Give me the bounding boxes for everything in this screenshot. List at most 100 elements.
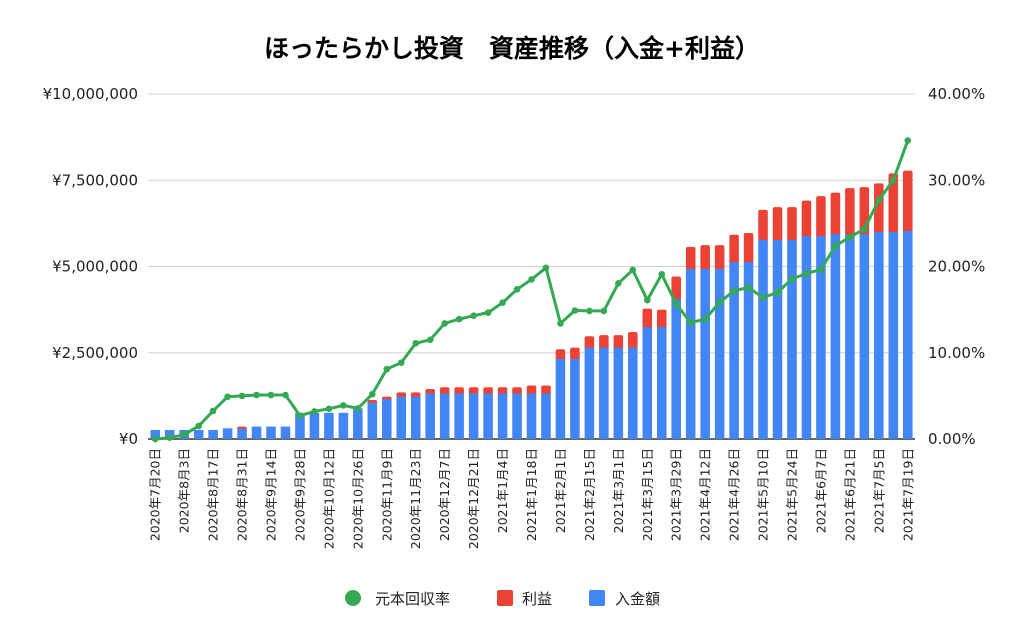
- deposit-bar: [787, 239, 797, 439]
- recovery-rate-point: [528, 276, 535, 283]
- recovery-rate-point: [774, 289, 781, 296]
- deposit-bar: [613, 347, 624, 439]
- deposit-bar: [685, 268, 696, 439]
- x-axis-labels: 2020年7月20日 2020年8月3日 2020年8月17日 2020年8月31日 2…: [148, 448, 916, 549]
- deposit-bar: [671, 298, 681, 439]
- recovery-rate-point: [542, 264, 550, 272]
- recovery-rate-point: [426, 336, 434, 344]
- profit-bar: [743, 233, 754, 265]
- profit-bar: [700, 245, 710, 271]
- recovery-rate-point: [701, 315, 709, 323]
- recovery-rate-point: [716, 298, 723, 306]
- recovery-rate-point: [253, 391, 260, 399]
- recovery-rate-point: [209, 407, 217, 415]
- profit-bar: [787, 207, 797, 242]
- recovery-rate-point: [600, 307, 608, 315]
- deposit-bar: [700, 268, 710, 439]
- recovery-rate-point: [296, 412, 304, 420]
- profit-bar: [628, 332, 638, 350]
- x-tick-label: 2021年2月15日: [582, 448, 597, 541]
- legend-marker-recovery-rate: [345, 590, 361, 606]
- deposit-bar: [599, 347, 609, 439]
- recovery-rate-point: [325, 405, 333, 413]
- x-tick-label: 2020年9月28日: [292, 448, 307, 541]
- recovery-rate-point: [484, 309, 492, 316]
- deposit-bar: [425, 393, 435, 439]
- right-axis-labels: 0.00% 10.00% 20.00% 30.00% 40.00%: [928, 85, 985, 448]
- x-tick-label: 2020年9月14日: [264, 448, 279, 541]
- deposit-bar: [729, 262, 739, 439]
- x-tick-label: 2021年6月7日: [813, 448, 828, 533]
- deposit-bar: [801, 236, 812, 439]
- recovery-rate-point: [166, 434, 174, 442]
- recovery-rate-point: [195, 422, 202, 430]
- x-tick-label: 2021年3月29日: [669, 448, 684, 541]
- profit-bar: [758, 209, 768, 242]
- x-tick-label: 2020年11月23日: [408, 448, 423, 549]
- x-tick-label: 2020年8月17日: [206, 448, 221, 541]
- recovery-rate-line: [151, 137, 912, 443]
- deposit-bar: [295, 412, 305, 439]
- profit-bar: [845, 188, 855, 237]
- deposit-bar: [642, 327, 653, 439]
- legend-label-deposit: 入金額: [615, 590, 660, 608]
- recovery-rate-point: [282, 391, 289, 399]
- deposit-bar: [324, 412, 334, 439]
- x-tick-label: 2020年7月20日: [148, 448, 163, 541]
- x-tick-label: 2021年1月4日: [495, 448, 510, 533]
- recovery-rate-point: [151, 435, 159, 443]
- deposit-bar: [150, 430, 161, 439]
- deposit-bar: [772, 239, 783, 439]
- recovery-rate-point: [687, 319, 694, 326]
- profit-bar: [801, 200, 812, 239]
- deposit-bar: [845, 234, 855, 439]
- recovery-rate-point: [441, 320, 448, 327]
- deposit-bar: [237, 428, 247, 439]
- deposit-bar: [439, 393, 450, 439]
- profit-bar: [830, 192, 841, 237]
- right-axis-tick-label: 40.00%: [928, 85, 985, 103]
- x-tick-label: 2020年8月3日: [177, 448, 192, 533]
- recovery-rate-point: [354, 405, 362, 412]
- deposit-bar: [512, 393, 522, 439]
- x-tick-label: 2020年10月26日: [350, 448, 365, 549]
- x-tick-label: 2020年8月31日: [235, 448, 250, 541]
- deposit-bar: [714, 268, 725, 439]
- recovery-rate-point: [557, 320, 564, 327]
- recovery-rate-point: [470, 312, 477, 319]
- right-axis-tick-label: 10.00%: [928, 344, 985, 362]
- bars: [150, 170, 913, 439]
- deposit-bar: [859, 234, 870, 439]
- profit-bar: [483, 387, 493, 396]
- deposit-bar: [222, 428, 233, 439]
- x-tick-label: 2020年10月12日: [321, 448, 336, 549]
- deposit-bar: [628, 347, 638, 439]
- recovery-rate-point: [586, 307, 593, 315]
- x-tick-label: 2021年1月18日: [524, 448, 539, 541]
- x-tick-label: 2021年5月24日: [784, 448, 799, 541]
- profit-bar: [584, 336, 595, 350]
- recovery-rate-point: [615, 280, 622, 287]
- deposit-bar: [251, 426, 262, 439]
- deposit-bar: [483, 393, 493, 439]
- profit-bar: [555, 349, 566, 361]
- x-tick-label: 2021年3月15日: [640, 448, 655, 541]
- profit-bar: [613, 335, 624, 350]
- recovery-rate-point: [861, 225, 868, 233]
- recovery-rate-point: [803, 270, 810, 277]
- recovery-rate-point: [369, 390, 376, 398]
- deposit-bar: [353, 408, 363, 439]
- profit-bar: [454, 387, 464, 396]
- x-tick-label: 2021年3月1日: [611, 448, 626, 533]
- recovery-rate-point: [238, 392, 246, 400]
- deposit-bar: [758, 239, 768, 439]
- legend-label-recovery-rate: 元本回収率: [375, 590, 450, 608]
- deposit-bar: [656, 326, 667, 439]
- profit-bar: [685, 246, 696, 271]
- x-tick-label: 2021年4月26日: [727, 448, 742, 541]
- recovery-rate-point: [745, 284, 752, 291]
- recovery-rate-point: [267, 391, 275, 399]
- recovery-rate-point: [340, 402, 347, 409]
- deposit-bar: [410, 396, 421, 439]
